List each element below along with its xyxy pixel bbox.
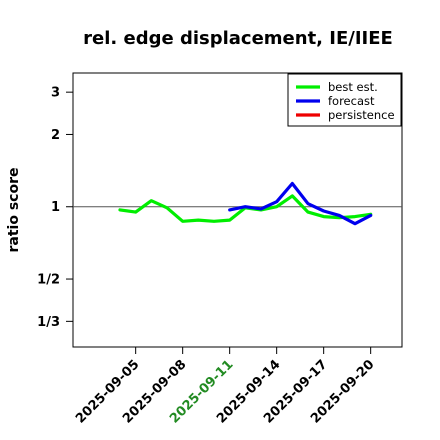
- legend-label: forecast: [328, 94, 375, 108]
- y-tick-label: 1/3: [37, 315, 60, 330]
- chart-title: rel. edge displacement, IE/IIEE: [83, 28, 393, 49]
- legend-label: persistence: [328, 108, 395, 122]
- y-axis-label: ratio score: [6, 168, 22, 253]
- series-line-best-est: [118, 194, 373, 223]
- series-line-forecast: [228, 181, 373, 226]
- x-axis: 2025-09-052025-09-082025-09-112025-09-14…: [73, 347, 377, 427]
- legend-label: best est.: [328, 80, 378, 94]
- y-tick-label: 1/2: [37, 273, 60, 288]
- y-tick-label: 2: [51, 128, 60, 143]
- plot-frame: [72, 72, 403, 348]
- y-tick-label: 3: [51, 86, 60, 101]
- y-axis: 3 2 1 1/2 1/3: [37, 86, 73, 330]
- series-layer: [118, 181, 373, 226]
- y-tick-label: 1: [51, 200, 60, 215]
